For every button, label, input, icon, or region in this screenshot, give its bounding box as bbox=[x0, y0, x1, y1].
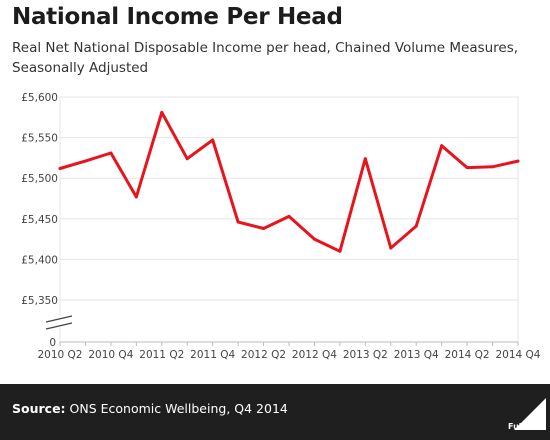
data-point bbox=[58, 166, 62, 170]
data-point bbox=[134, 195, 138, 199]
axis-break-mark bbox=[45, 322, 73, 330]
data-point bbox=[491, 165, 495, 169]
x-tick-label: 2010 Q2 bbox=[37, 349, 82, 361]
logo-label: Full Fact bbox=[508, 422, 546, 431]
data-point bbox=[236, 220, 240, 224]
plot-area bbox=[59, 96, 519, 343]
x-tick-label: 2011 Q4 bbox=[190, 349, 235, 361]
y-tick-label: £5,350 bbox=[21, 295, 58, 307]
x-tick-label: 2013 Q2 bbox=[343, 349, 388, 361]
y-tick-label: £5,500 bbox=[21, 173, 58, 185]
line-chart: £5,350£5,400£5,450£5,500£5,550£5,6000201… bbox=[21, 92, 541, 361]
x-tick-label: 2012 Q4 bbox=[292, 349, 337, 361]
data-point bbox=[363, 157, 367, 161]
y-tick-label: £5,600 bbox=[21, 92, 58, 104]
data-point bbox=[465, 166, 469, 170]
data-point bbox=[262, 227, 266, 231]
data-point bbox=[211, 138, 215, 142]
x-tick-label: 2014 Q4 bbox=[495, 349, 540, 361]
source-label: Source: bbox=[12, 401, 66, 416]
chart-title: National Income Per Head bbox=[12, 4, 343, 30]
source-text: ONS Economic Wellbeing, Q4 2014 bbox=[69, 401, 288, 416]
data-point bbox=[338, 249, 342, 253]
chart-subtitle: Real Net National Disposable Income per … bbox=[12, 40, 519, 76]
data-point bbox=[516, 159, 520, 163]
source-note: Source: ONS Economic Wellbeing, Q4 2014 bbox=[12, 401, 288, 416]
y-tick-label: 0 bbox=[49, 337, 56, 349]
data-point bbox=[83, 159, 87, 163]
data-point bbox=[287, 214, 291, 218]
data-point bbox=[312, 237, 316, 241]
axis-break-mark bbox=[45, 315, 73, 323]
data-point bbox=[414, 224, 418, 228]
data-point bbox=[440, 144, 444, 148]
x-tick-label: 2010 Q4 bbox=[88, 349, 133, 361]
y-tick-label: £5,450 bbox=[21, 214, 58, 226]
data-point bbox=[185, 157, 189, 161]
y-tick-label: £5,400 bbox=[21, 254, 58, 266]
x-tick-label: 2011 Q2 bbox=[139, 349, 184, 361]
full-fact-logo-icon bbox=[514, 398, 546, 430]
footer-bar: Source: ONS Economic Wellbeing, Q4 2014 … bbox=[0, 384, 550, 440]
series-line bbox=[58, 110, 520, 253]
data-point bbox=[160, 110, 164, 114]
data-point bbox=[389, 246, 393, 250]
x-tick-label: 2014 Q2 bbox=[445, 349, 490, 361]
x-tick-label: 2012 Q2 bbox=[241, 349, 286, 361]
axis-break-gap bbox=[44, 316, 74, 328]
x-tick-label: 2013 Q4 bbox=[394, 349, 439, 361]
data-point bbox=[109, 151, 113, 155]
y-tick-label: £5,550 bbox=[21, 133, 58, 145]
